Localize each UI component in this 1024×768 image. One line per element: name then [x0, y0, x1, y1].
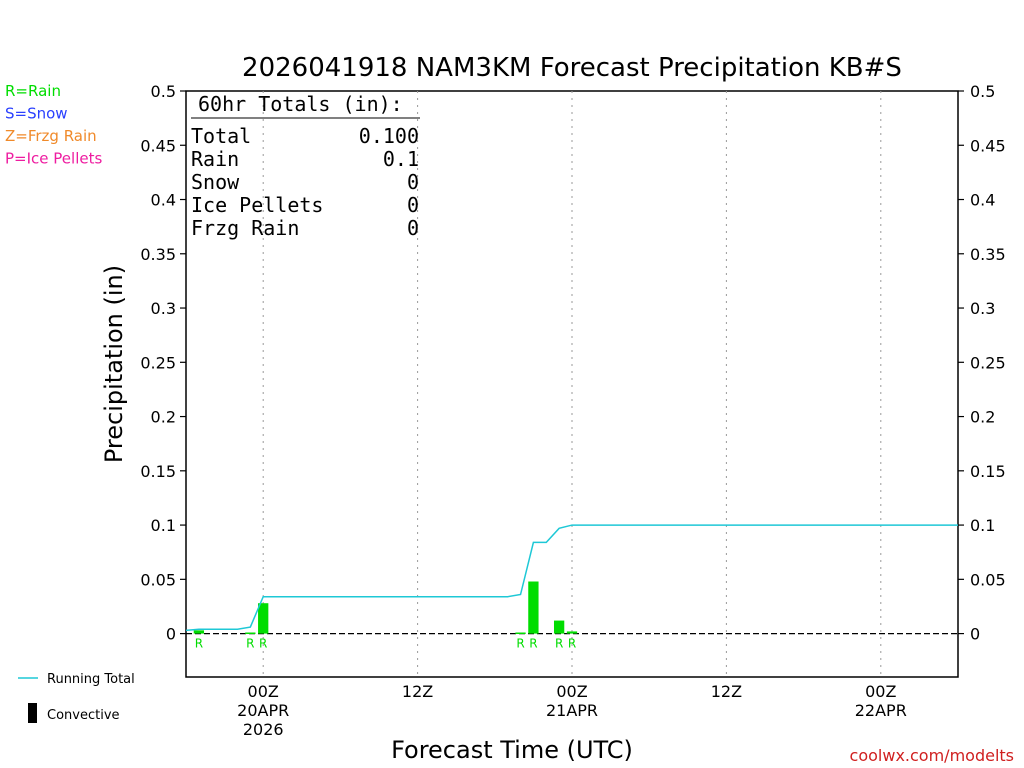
precip-type-legend: R=Rain S=Snow Z=Frzg Rain P=Ice Pellets — [5, 82, 102, 168]
y-tick-label-left: 0.4 — [151, 191, 176, 210]
y-tick-label-left: 0.05 — [140, 570, 176, 589]
totals-row-label: Total — [191, 124, 251, 148]
y-tick-label-left: 0.5 — [151, 82, 176, 101]
precip-bar — [193, 630, 205, 634]
y-tick-label-left: 0.3 — [151, 299, 176, 318]
totals-row-label: Snow — [191, 170, 240, 194]
totals-row-value: 0.1 — [383, 147, 419, 171]
y-tick-label-right: 0.4 — [970, 191, 995, 210]
x-tick-label: 12Z — [711, 682, 742, 701]
precip-bar — [528, 581, 539, 634]
x-axis-title: Forecast Time (UTC) — [391, 736, 633, 764]
totals-row-label: Ice Pellets — [191, 193, 323, 217]
x-tick-label: 22APR — [855, 701, 907, 720]
y-tick-label-left: 0.45 — [140, 136, 176, 155]
chart-title: 2026041918 NAM3KM Forecast Precipitation… — [242, 53, 902, 83]
y-tick-label-right: 0.45 — [970, 136, 1006, 155]
y-tick-label-right: 0 — [970, 625, 980, 644]
totals-row-value: 0 — [407, 170, 419, 194]
running-total-line — [185, 524, 958, 632]
grid-layer — [262, 91, 882, 677]
y-tick-label-right: 0.35 — [970, 245, 1006, 264]
totals-row-label: Frzg Rain — [191, 216, 299, 240]
precip-bar — [515, 632, 526, 635]
y-tick-label-left: 0 — [166, 625, 176, 644]
y-tick-label-left: 0.35 — [140, 245, 176, 264]
type-legend-item: Z=Frzg Rain — [5, 127, 97, 145]
precip-bar — [258, 603, 269, 634]
totals-row-value: 0 — [407, 193, 419, 217]
totals-header: 60hr Totals (in): — [198, 92, 403, 116]
y-tick-label-right: 0.5 — [970, 82, 995, 101]
convective-label: Convective — [47, 708, 120, 723]
y-tick-label-right: 0.2 — [970, 408, 995, 427]
y-tick-label-right: 0.3 — [970, 299, 995, 318]
running-total-label: Running Total — [47, 672, 135, 687]
totals-box: 60hr Totals (in): Total 0.100 Rain 0.1 Snow 0… — [191, 92, 420, 240]
y-ticks: 0 00.05 0.050.1 0.10.15 0.150.2 0.20.25 0.250.… — [140, 82, 1005, 644]
precip-type-label: R — [195, 637, 203, 651]
y-tick-label-right: 0.15 — [970, 462, 1006, 481]
y-tick-label-left: 0.15 — [140, 462, 176, 481]
precip-type-label: R — [555, 637, 563, 651]
precip-bar — [553, 620, 565, 634]
bar-layer — [193, 581, 578, 635]
x-tick-label: 12Z — [402, 682, 433, 701]
precip-bar — [566, 631, 578, 634]
precip-type-label: R — [259, 637, 267, 651]
x-tick-label: 00Z — [556, 682, 587, 701]
y-tick-label-right: 0.05 — [970, 570, 1006, 589]
y-tick-label-left: 0.2 — [151, 408, 176, 427]
x-tick-label: 00Z — [865, 682, 896, 701]
type-legend-item: R=Rain — [5, 82, 61, 100]
type-legend-item: S=Snow — [5, 105, 68, 123]
totals-row-value: 0 — [407, 216, 419, 240]
y-tick-label-right: 0.25 — [970, 353, 1006, 372]
precip-bar — [245, 632, 256, 635]
y-tick-label-left: 0.25 — [140, 353, 176, 372]
y-axis-title: Precipitation (in) — [100, 265, 128, 463]
totals-row-value: 0.100 — [359, 124, 419, 148]
precip-type-label: R — [529, 637, 537, 651]
precip-type-label: R — [568, 637, 576, 651]
y-tick-label-left: 0.1 — [151, 516, 176, 535]
totals-row-label: Rain — [191, 147, 239, 171]
y-tick-label-right: 0.1 — [970, 516, 995, 535]
x-tick-label: 20APR — [237, 701, 289, 720]
bottom-legend: Running Total Convective — [18, 672, 135, 723]
x-tick-label: 21APR — [546, 701, 598, 720]
x-tick-label: 00Z — [248, 682, 279, 701]
convective-swatch — [28, 703, 37, 723]
credit-text: coolwx.com/modelts — [850, 746, 1014, 765]
type-legend-item: P=Ice Pellets — [5, 150, 102, 168]
x-tick-label: 2026 — [243, 720, 284, 739]
precip-type-label: R — [246, 637, 254, 651]
precip-type-label: R — [516, 637, 524, 651]
